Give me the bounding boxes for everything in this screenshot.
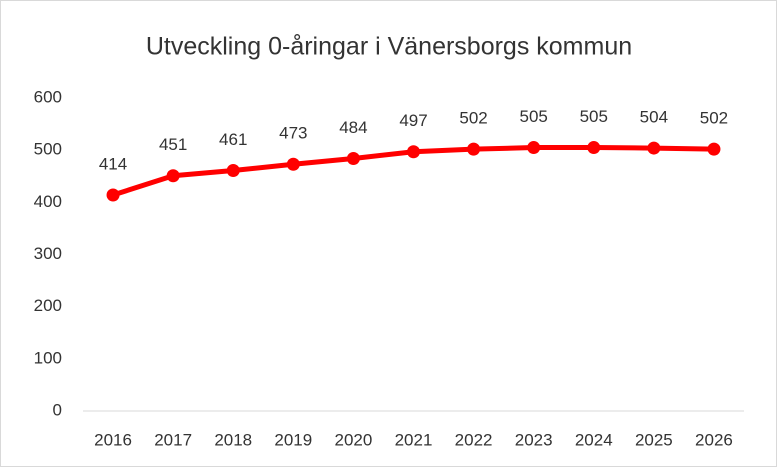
x-tick-label: 2024 [575, 430, 613, 449]
data-label: 502 [700, 109, 728, 128]
data-label: 502 [459, 109, 487, 128]
y-tick-label: 500 [34, 140, 62, 159]
y-tick-label: 0 [53, 400, 62, 419]
x-tick-label: 2022 [455, 430, 493, 449]
x-tick-label: 2020 [334, 430, 372, 449]
data-label: 451 [159, 135, 187, 154]
data-label: 504 [640, 108, 668, 127]
data-point [587, 141, 601, 155]
x-tick-label: 2016 [94, 430, 132, 449]
y-tick-label: 100 [34, 348, 62, 367]
data-point [166, 169, 180, 183]
data-point [286, 157, 300, 171]
data-point [407, 145, 420, 159]
x-tick-label: 2023 [515, 430, 553, 449]
data-point [226, 164, 240, 178]
data-point [106, 188, 120, 202]
data-label: 505 [580, 107, 608, 126]
data-point [647, 141, 661, 155]
y-tick-label: 200 [34, 296, 62, 315]
y-tick-label: 600 [34, 87, 62, 106]
data-point [467, 142, 481, 156]
data-label: 461 [219, 130, 247, 149]
data-label: 414 [99, 155, 127, 174]
x-tick-label: 2017 [154, 430, 192, 449]
x-tick-label: 2021 [395, 430, 433, 449]
data-point [527, 141, 541, 155]
x-tick-label: 2025 [635, 430, 673, 449]
chart-title: Utveckling 0-åringar i Vänersborgs kommu… [146, 33, 632, 61]
data-point [346, 152, 360, 166]
y-tick-label: 300 [34, 244, 62, 263]
x-tick-label: 2019 [274, 430, 312, 449]
data-label: 505 [519, 107, 547, 126]
x-tick-label: 2018 [214, 430, 252, 449]
data-point [707, 142, 721, 156]
x-tick-label: 2026 [695, 430, 733, 449]
data-label: 473 [279, 124, 307, 143]
y-tick-label: 400 [34, 192, 62, 211]
data-label: 497 [399, 111, 427, 130]
data-label: 484 [339, 118, 367, 137]
